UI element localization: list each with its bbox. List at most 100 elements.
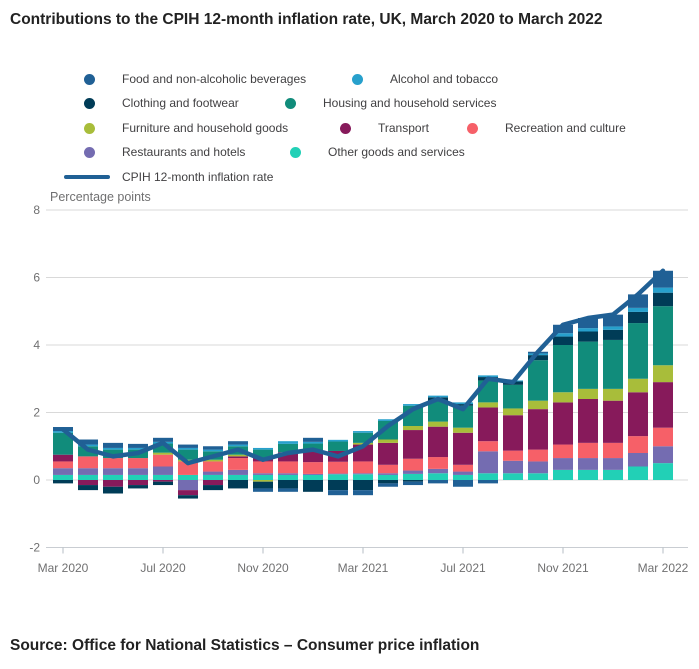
bar-segment-recreation[interactable] bbox=[503, 450, 523, 461]
bar-segment-alcohol[interactable] bbox=[253, 447, 273, 450]
legend-item-food[interactable]: Food and non-alcoholic beverages bbox=[84, 70, 306, 88]
bar-segment-furniture[interactable] bbox=[478, 402, 498, 408]
bar-segment-housing[interactable] bbox=[578, 341, 598, 389]
bar-segment-recreation[interactable] bbox=[528, 449, 548, 462]
bar-segment-clothing[interactable] bbox=[353, 480, 373, 491]
bar-segment-alcohol[interactable] bbox=[603, 326, 623, 330]
bar-segment-clothing[interactable] bbox=[78, 485, 98, 491]
bar-segment-transport[interactable] bbox=[578, 399, 598, 443]
bar-segment-clothing[interactable] bbox=[603, 329, 623, 340]
bar-segment-furniture[interactable] bbox=[628, 378, 648, 393]
bar-segment-housing[interactable] bbox=[503, 384, 523, 409]
bar-segment-other[interactable] bbox=[603, 469, 623, 480]
bar-segment-recreation[interactable] bbox=[153, 454, 173, 467]
bar-segment-recreation[interactable] bbox=[228, 458, 248, 470]
bar-segment-food[interactable] bbox=[428, 480, 448, 484]
bar-segment-alcohol[interactable] bbox=[78, 444, 98, 447]
bar-segment-restaurants[interactable] bbox=[403, 470, 423, 474]
bar-segment-alcohol[interactable] bbox=[178, 447, 198, 450]
bar-segment-transport[interactable] bbox=[653, 382, 673, 428]
bar-segment-clothing[interactable] bbox=[328, 480, 348, 491]
bar-segment-food[interactable] bbox=[553, 324, 573, 334]
bar-segment-recreation[interactable] bbox=[203, 461, 223, 472]
bar-segment-restaurants[interactable] bbox=[278, 473, 298, 475]
legend-item-recreation[interactable]: Recreation and culture bbox=[467, 119, 626, 137]
bar-segment-transport[interactable] bbox=[378, 442, 398, 465]
bar-segment-alcohol[interactable] bbox=[128, 447, 148, 450]
bar-segment-food[interactable] bbox=[403, 481, 423, 486]
bar-segment-restaurants[interactable] bbox=[78, 468, 98, 475]
bar-segment-food[interactable] bbox=[303, 437, 323, 442]
bar-segment-transport[interactable] bbox=[78, 480, 98, 486]
bar-segment-recreation[interactable] bbox=[553, 444, 573, 459]
bar-segment-furniture[interactable] bbox=[203, 459, 223, 462]
bar-segment-recreation[interactable] bbox=[378, 464, 398, 474]
bar-segment-alcohol[interactable] bbox=[328, 439, 348, 442]
bar-segment-food[interactable] bbox=[228, 441, 248, 445]
bar-segment-clothing[interactable] bbox=[453, 404, 473, 406]
bar-segment-clothing[interactable] bbox=[403, 480, 423, 482]
bar-segment-transport[interactable] bbox=[53, 454, 73, 462]
bar-segment-recreation[interactable] bbox=[628, 436, 648, 453]
bar-segment-housing[interactable] bbox=[653, 306, 673, 366]
bar-segment-transport[interactable] bbox=[428, 426, 448, 458]
bar-segment-other[interactable] bbox=[478, 473, 498, 480]
bar-segment-food[interactable] bbox=[328, 490, 348, 496]
bar-segment-other[interactable] bbox=[453, 474, 473, 480]
bar-segment-alcohol[interactable] bbox=[478, 375, 498, 378]
bar-segment-clothing[interactable] bbox=[528, 355, 548, 361]
bar-segment-recreation[interactable] bbox=[278, 461, 298, 474]
bar-segment-housing[interactable] bbox=[553, 345, 573, 393]
bar-segment-alcohol[interactable] bbox=[303, 441, 323, 444]
bar-segment-clothing[interactable] bbox=[378, 480, 398, 484]
bar-segment-housing[interactable] bbox=[628, 323, 648, 379]
bar-segment-furniture[interactable] bbox=[553, 392, 573, 403]
bar-segment-clothing[interactable] bbox=[203, 485, 223, 491]
bar-segment-food[interactable] bbox=[278, 488, 298, 492]
bar-segment-clothing[interactable] bbox=[628, 311, 648, 324]
bar-segment-furniture[interactable] bbox=[653, 365, 673, 383]
legend-item-cpih[interactable]: CPIH 12-month inflation rate bbox=[64, 168, 273, 186]
bar-segment-food[interactable] bbox=[478, 480, 498, 484]
bar-segment-restaurants[interactable] bbox=[53, 468, 73, 475]
bar-segment-housing[interactable] bbox=[153, 443, 173, 453]
bar-segment-other[interactable] bbox=[528, 473, 548, 480]
bar-segment-recreation[interactable] bbox=[103, 458, 123, 469]
bar-segment-restaurants[interactable] bbox=[428, 468, 448, 474]
bar-segment-transport[interactable] bbox=[403, 430, 423, 459]
bar-segment-recreation[interactable] bbox=[253, 461, 273, 474]
bar-segment-housing[interactable] bbox=[428, 400, 448, 422]
bar-segment-food[interactable] bbox=[453, 480, 473, 487]
bar-segment-recreation[interactable] bbox=[78, 456, 98, 469]
bar-segment-restaurants[interactable] bbox=[603, 458, 623, 470]
bar-segment-other[interactable] bbox=[628, 466, 648, 481]
bar-segment-recreation[interactable] bbox=[128, 458, 148, 469]
legend-item-housing[interactable]: Housing and household services bbox=[285, 94, 496, 112]
bar-segment-alcohol[interactable] bbox=[353, 431, 373, 433]
bar-segment-transport[interactable] bbox=[303, 451, 323, 463]
bar-segment-transport[interactable] bbox=[103, 480, 123, 487]
bar-segment-clothing[interactable] bbox=[153, 481, 173, 486]
bar-segment-recreation[interactable] bbox=[178, 461, 198, 475]
bar-segment-restaurants[interactable] bbox=[653, 446, 673, 464]
bar-segment-recreation[interactable] bbox=[328, 461, 348, 474]
bar-segment-alcohol[interactable] bbox=[653, 287, 673, 293]
bar-segment-transport[interactable] bbox=[478, 407, 498, 442]
bar-segment-housing[interactable] bbox=[378, 420, 398, 440]
bar-segment-housing[interactable] bbox=[278, 443, 298, 453]
bar-segment-transport[interactable] bbox=[153, 480, 173, 482]
bar-segment-housing[interactable] bbox=[453, 405, 473, 428]
bar-segment-housing[interactable] bbox=[178, 449, 198, 460]
bar-segment-clothing[interactable] bbox=[103, 486, 123, 494]
bar-segment-restaurants[interactable] bbox=[503, 460, 523, 474]
bar-segment-transport[interactable] bbox=[128, 480, 148, 486]
bar-segment-clothing[interactable] bbox=[128, 485, 148, 489]
legend-item-other[interactable]: Other goods and services bbox=[290, 143, 465, 161]
bar-segment-clothing[interactable] bbox=[253, 481, 273, 489]
bar-segment-restaurants[interactable] bbox=[228, 469, 248, 475]
bar-segment-clothing[interactable] bbox=[303, 480, 323, 492]
bar-segment-clothing[interactable] bbox=[53, 480, 73, 484]
legend-item-transport[interactable]: Transport bbox=[340, 119, 429, 137]
bar-segment-recreation[interactable] bbox=[428, 457, 448, 469]
bar-segment-furniture[interactable] bbox=[153, 452, 173, 455]
